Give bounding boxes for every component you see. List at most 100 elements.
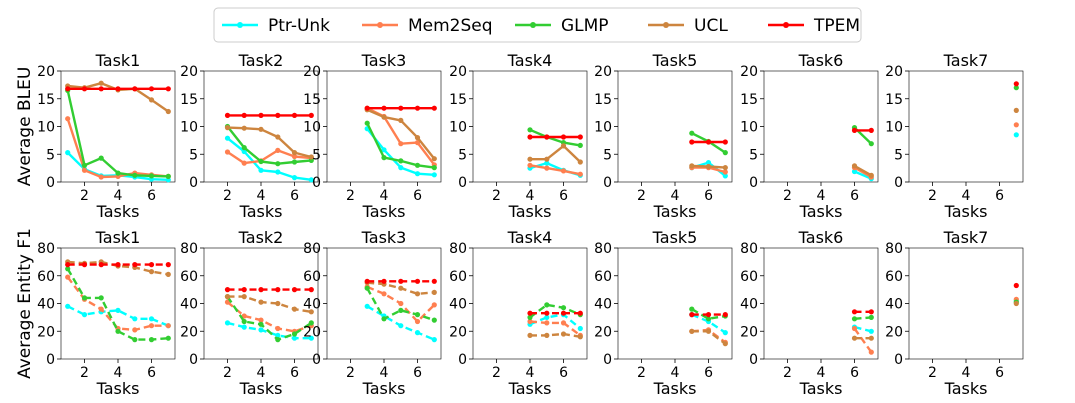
point-glmp (148, 337, 155, 343)
series-line-mem2seq (366, 107, 436, 166)
y-tick-label: 0 (189, 175, 198, 191)
point-mem2seq (241, 160, 247, 166)
plot-area (224, 287, 314, 343)
point-tpem (722, 139, 728, 145)
series-ptr-unk (364, 303, 437, 343)
x-tick-label: 2 (223, 365, 232, 381)
series-line-glmp (366, 287, 435, 322)
point-mem2seq (868, 349, 874, 355)
ylabel-average-entity-f1: Average Entity F1 (15, 228, 35, 379)
series-tpem (65, 262, 171, 268)
plot-area (527, 127, 583, 178)
point-ptr-unk (414, 330, 421, 336)
y-tick-label: 20 (594, 324, 612, 340)
series-ucl (851, 163, 874, 178)
x-tick-label: 4 (526, 188, 535, 204)
point-ucl (689, 163, 695, 169)
point-glmp (98, 155, 104, 161)
point-tpem (148, 86, 155, 92)
legend-label-ucl: UCL (694, 16, 728, 36)
point-glmp (868, 141, 874, 147)
point-tpem (1013, 282, 1019, 289)
y-tick-label: 40 (885, 297, 903, 313)
point-ptr-unk (115, 307, 121, 313)
y-tick-label: 60 (885, 269, 903, 285)
x-tick-label: 4 (817, 188, 826, 204)
panel-title: Task2 (238, 228, 284, 247)
x-tick-label: 6 (850, 188, 859, 204)
point-tpem (851, 127, 858, 133)
point-ptr-unk (544, 160, 550, 166)
series-tpem (224, 112, 314, 118)
point-tpem (398, 105, 404, 111)
panel-frame (908, 247, 1024, 360)
panel-average-entity-f1-task2: Task2 0 20 40 60 80 2 4 6 Tasks (180, 228, 319, 398)
y-tick-label: 60 (594, 269, 612, 285)
point-ucl (431, 156, 437, 162)
series-glmp (851, 314, 874, 322)
y-tick-label: 20 (449, 324, 467, 340)
point-ucl (258, 299, 264, 305)
series-ptr-unk (224, 320, 314, 341)
point-glmp (115, 170, 121, 176)
point-tpem (722, 312, 728, 318)
y-tick-label: 10 (449, 120, 467, 136)
point-glmp (165, 173, 171, 179)
y-tick-label: 10 (885, 120, 903, 136)
panel-frame (617, 247, 733, 360)
series-line-ptr-unk (691, 313, 726, 334)
point-mem2seq (722, 169, 728, 175)
point-mem2seq (165, 323, 171, 329)
point-glmp (689, 130, 695, 136)
panel-frame (472, 247, 588, 360)
x-tick-label: 6 (850, 365, 859, 381)
point-mem2seq (398, 141, 404, 147)
point-ucl (544, 332, 550, 338)
point-glmp (291, 159, 298, 165)
x-axis-label: Tasks (239, 379, 283, 398)
point-ucl (308, 309, 314, 315)
y-tick-label: 80 (885, 241, 903, 257)
y-tick-label: 10 (37, 120, 55, 136)
y-tick-label: 80 (594, 241, 612, 257)
series-tpem (527, 310, 583, 316)
panel-title: Task6 (798, 228, 844, 247)
plot-area (689, 306, 728, 347)
panel-average-bleu-task7: Task7 0 5 10 15 20 2 4 6 Tasks (885, 51, 1024, 221)
x-axis-label: Tasks (508, 379, 552, 398)
point-glmp (65, 266, 71, 272)
point-glmp (705, 316, 712, 322)
point-glmp (527, 314, 533, 320)
x-tick-label: 6 (290, 188, 299, 204)
point-tpem (241, 287, 247, 293)
point-ptr-unk (577, 325, 583, 332)
series-line-ucl (227, 126, 312, 159)
point-mem2seq (414, 318, 421, 325)
x-axis-label: Tasks (799, 202, 843, 221)
y-tick-label: 20 (180, 324, 198, 340)
x-tick-label: 2 (637, 365, 646, 381)
point-ptr-unk (132, 316, 138, 322)
ylabel-average-bleu: Average BLEU (15, 67, 35, 187)
point-glmp (364, 285, 370, 291)
series-ucl (224, 294, 314, 315)
series-line-mem2seq (66, 118, 169, 179)
point-tpem (65, 262, 71, 268)
series-glmp (1013, 85, 1019, 91)
series-ptr-unk (364, 126, 437, 178)
x-tick-label: 6 (995, 188, 1004, 204)
y-tick-label: 20 (180, 64, 198, 80)
y-tick-label: 0 (458, 175, 467, 191)
x-axis-label: Tasks (508, 202, 552, 221)
point-mem2seq (851, 325, 858, 332)
legend-marker-mem2seq (377, 22, 383, 28)
series-mem2seq (851, 325, 874, 355)
point-mem2seq (98, 174, 104, 180)
point-tpem (414, 278, 421, 284)
point-ucl (560, 331, 567, 337)
y-tick-label: 0 (46, 175, 55, 191)
point-tpem (81, 86, 88, 92)
panel-title: Task5 (652, 228, 698, 247)
point-ucl (527, 332, 533, 338)
